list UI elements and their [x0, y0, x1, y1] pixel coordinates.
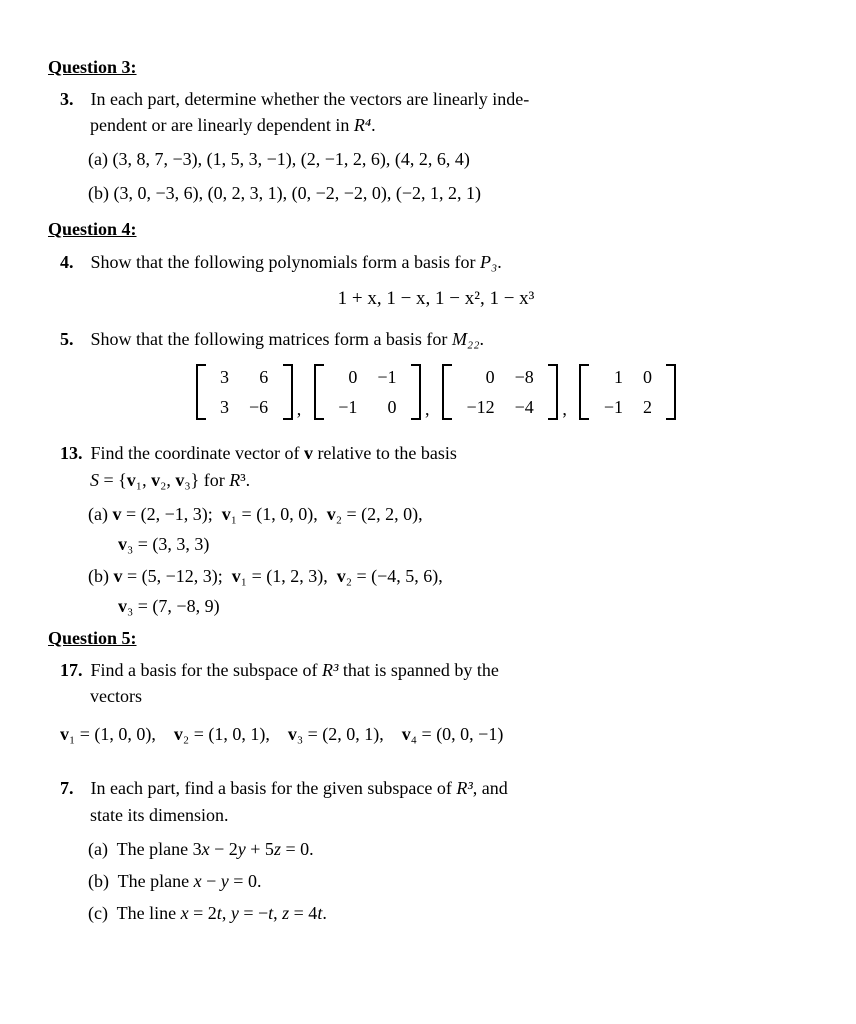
problem-3-period: . — [371, 115, 376, 135]
problem-7-line2: state its dimension. — [90, 805, 229, 825]
problem-7a: (a) The plane 3x − 2y + 5z = 0. — [88, 836, 824, 862]
problem-5-stem: Show that the following matrices form a … — [91, 329, 452, 349]
problem-13b-line1: (b) v = (5, −12, 3); v₁ = (1, 2, 3), v₂ … — [88, 563, 824, 589]
problem-13-line2: S = {v₁, v₂, v₃} for R³. — [90, 470, 250, 490]
question-5-heading: Question 5: — [48, 625, 824, 651]
matrix-3: 0−8 −12−4 — [442, 362, 558, 422]
problem-7c: (c) The line x = 2t, y = −t, z = 4t. — [88, 900, 824, 926]
problem-4-stem: Show that the following polynomials form… — [91, 252, 480, 272]
problem-3b: (b) (3, 0, −3, 6), (0, 2, 3, 1), (0, −2,… — [88, 180, 824, 206]
question-4-heading: Question 4: — [48, 216, 824, 242]
comma: , — [297, 396, 302, 422]
problem-7: 7. In each part, find a basis for the gi… — [60, 775, 824, 827]
problem-7-number: 7. — [60, 775, 86, 801]
problem-13: 13. Find the coordinate vector of v rela… — [60, 440, 824, 492]
problem-17-number: 17. — [60, 657, 86, 683]
problem-3-text-pendent: pendent or are linearly dependent in — [90, 115, 354, 135]
m2-00: 0 — [328, 362, 367, 392]
problem-3-text-line1: In each part, determine whether the vect… — [91, 89, 530, 109]
m2-10: −1 — [328, 392, 367, 422]
m4-00: 1 — [594, 362, 633, 392]
problem-4-equation: 1 + x, 1 − x, 1 − x², 1 − x³ — [48, 285, 824, 313]
bracket-r-icon — [666, 364, 676, 420]
m1-00: 3 — [210, 362, 239, 392]
problem-3a: (a) (3, 8, 7, −3), (1, 5, 3, −1), (2, −1… — [88, 146, 824, 172]
problem-17-line1: Find a basis for the subspace of R³ that… — [91, 660, 499, 680]
bracket-l-icon — [579, 364, 589, 420]
problem-4-period: . — [497, 252, 502, 272]
m3-01: −8 — [505, 362, 544, 392]
comma: , — [562, 396, 567, 422]
matrix-1-table: 36 3−6 — [210, 362, 278, 422]
problem-4-text: Show that the following polynomials form… — [91, 252, 502, 272]
question-3-heading: Question 3: — [48, 54, 824, 80]
bracket-r-icon — [548, 364, 558, 420]
m1-11: −6 — [239, 392, 278, 422]
m4-01: 0 — [633, 362, 662, 392]
bracket-r-icon — [411, 364, 421, 420]
problem-13-line1: Find the coordinate vector of v relative… — [91, 443, 457, 463]
m1-10: 3 — [210, 392, 239, 422]
problem-13-v: v — [304, 443, 313, 463]
problem-17-space: R³ — [322, 660, 338, 680]
m4-10: −1 — [594, 392, 633, 422]
problem-4-number: 4. — [60, 249, 86, 275]
problem-7-line1: In each part, find a basis for the given… — [91, 778, 508, 798]
problem-7-text1: In each part, find a basis for the given… — [91, 778, 457, 798]
problem-5-period: . — [479, 329, 484, 349]
problem-3-number: 3. — [60, 86, 86, 112]
problem-17-text1: Find a basis for the subspace of — [91, 660, 322, 680]
problem-13-number: 13. — [60, 440, 86, 466]
problem-3-text-line2: pendent or are linearly dependent in R⁴. — [90, 115, 376, 135]
problem-17-text2: that is spanned by the — [338, 660, 498, 680]
problem-7-space: R³ — [456, 778, 472, 798]
problem-3: 3. In each part, determine whether the v… — [60, 86, 824, 138]
matrix-3-table: 0−8 −12−4 — [457, 362, 544, 422]
problem-4: 4. Show that the following polynomials f… — [60, 249, 824, 275]
problem-5: 5. Show that the following matrices form… — [60, 326, 824, 352]
problem-13-text1: Find the coordinate vector of — [91, 443, 304, 463]
problem-17-vectors: v₁ = (1, 0, 0), v₂ = (1, 0, 1), v₃ = (2,… — [60, 721, 824, 747]
m3-11: −4 — [505, 392, 544, 422]
problem-5-matrices: 36 3−6 , 0−1 −10 , 0−8 −12−4 , 10 −12 — [48, 362, 824, 422]
problem-13a-line1: (a) v = (2, −1, 3); v₁ = (1, 0, 0), v₂ =… — [88, 501, 824, 527]
problem-13b-line2: v₃ = (7, −8, 9) — [118, 593, 824, 619]
bracket-l-icon — [196, 364, 206, 420]
m2-11: 0 — [367, 392, 406, 422]
comma: , — [425, 396, 430, 422]
problem-7b: (b) The plane x − y = 0. — [88, 868, 824, 894]
problem-13-text2: relative to the basis — [313, 443, 457, 463]
m1-01: 6 — [239, 362, 278, 392]
problem-5-text: Show that the following matrices form a … — [91, 329, 484, 349]
problem-3-space: R⁴ — [354, 115, 371, 135]
bracket-l-icon — [442, 364, 452, 420]
problem-7-text2: , and — [473, 778, 508, 798]
m3-10: −12 — [457, 392, 505, 422]
m4-11: 2 — [633, 392, 662, 422]
matrix-4-table: 10 −12 — [594, 362, 662, 422]
matrix-4: 10 −12 — [579, 362, 676, 422]
matrix-2: 0−1 −10 — [314, 362, 421, 422]
problem-5-space: M₂₂ — [452, 329, 480, 349]
problem-13a-line2: v₃ = (3, 3, 3) — [118, 531, 824, 557]
matrix-1: 36 3−6 — [196, 362, 293, 422]
problem-17: 17. Find a basis for the subspace of R³ … — [60, 657, 824, 709]
matrix-2-table: 0−1 −10 — [328, 362, 406, 422]
problem-5-number: 5. — [60, 326, 86, 352]
problem-17-line2: vectors — [90, 686, 142, 706]
bracket-r-icon — [283, 364, 293, 420]
m3-00: 0 — [457, 362, 505, 392]
problem-4-space: P₃ — [480, 252, 497, 272]
bracket-l-icon — [314, 364, 324, 420]
m2-01: −1 — [367, 362, 406, 392]
